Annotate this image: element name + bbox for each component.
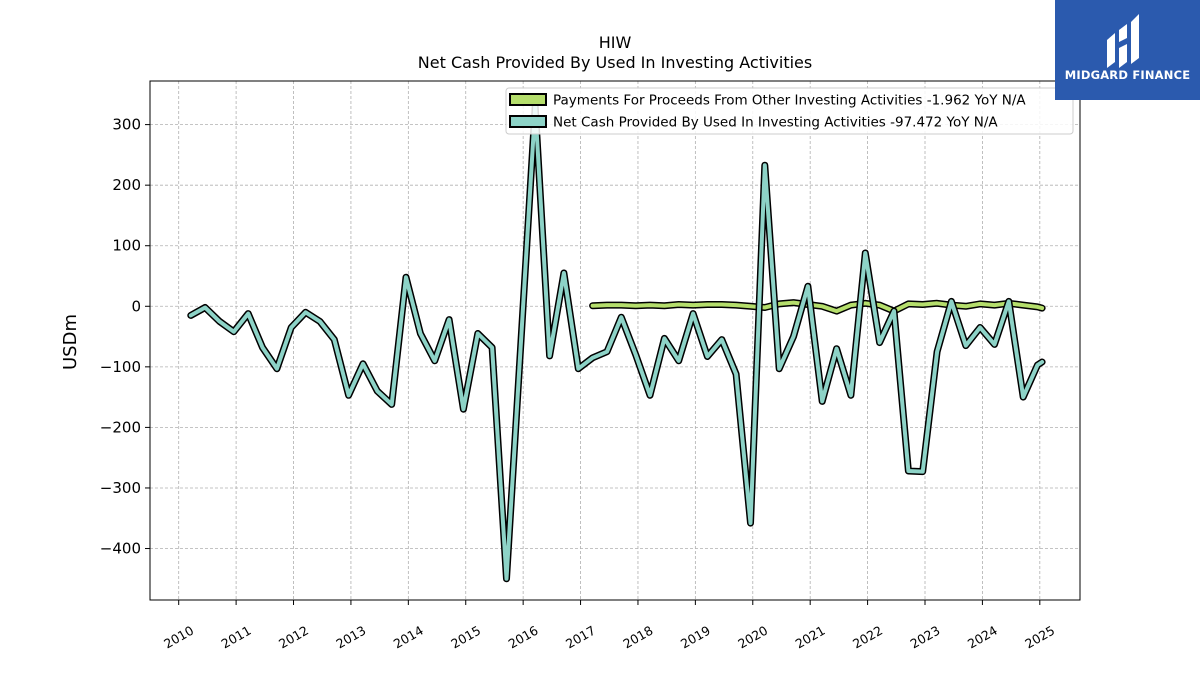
logo-text: MIDGARD FINANCE [1064, 68, 1191, 82]
x-tick-label: 2022 [850, 623, 885, 652]
y-tick-label: −400 [100, 540, 141, 558]
plot-frame [149, 80, 1081, 601]
x-tick-label: 2011 [219, 623, 254, 652]
legend-label-payments: Payments For Proceeds From Other Investi… [553, 93, 1026, 109]
legend-swatch-net-cash [509, 115, 547, 128]
logo-mark-icon [1107, 14, 1139, 68]
y-tick-label: −300 [100, 479, 141, 497]
series-line-1 [188, 104, 1045, 581]
y-tick-label: 200 [112, 176, 141, 194]
x-tick-label: 2010 [161, 623, 196, 652]
axis-ticks: 2010 2011 2012 2013 2014 2015 2016 2017 2018 2019… [100, 116, 1058, 652]
x-tick-label: 2020 [735, 623, 770, 652]
x-tick-label: 2025 [1022, 623, 1057, 652]
y-tick-label: 300 [112, 116, 141, 134]
y-tick-label: 0 [131, 297, 141, 315]
x-tick-label: 2014 [391, 623, 426, 652]
x-tick-label: 2021 [793, 623, 828, 652]
legend: Payments For Proceeds From Other Investi… [505, 87, 1074, 135]
series-lines [187, 102, 1046, 583]
x-tick-label: 2017 [563, 623, 598, 652]
legend-swatch-payments [509, 93, 547, 106]
x-tick-label: 2013 [333, 623, 368, 652]
x-tick-label: 2018 [620, 623, 655, 652]
series-line-0 [590, 300, 1045, 314]
chart-title: HIW [599, 33, 632, 52]
x-tick-label: 2024 [965, 623, 1000, 652]
x-tick-label: 2012 [276, 623, 311, 652]
series-line-outline-1 [187, 102, 1046, 583]
logo: MIDGARD FINANCE [1055, 0, 1200, 100]
y-tick-label: −100 [100, 358, 141, 376]
y-tick-label: 100 [112, 237, 141, 255]
y-tick-label: −200 [100, 418, 141, 436]
x-tick-label: 2019 [678, 623, 713, 652]
x-tick-label: 2015 [448, 623, 483, 652]
chart-subtitle: Net Cash Provided By Used In Investing A… [418, 53, 812, 72]
y-axis-label: USDm [60, 314, 81, 370]
x-tick-label: 2023 [907, 623, 942, 652]
legend-label-net-cash: Net Cash Provided By Used In Investing A… [553, 115, 998, 131]
legend-box [505, 87, 1074, 135]
x-tick-label: 2016 [506, 623, 541, 652]
